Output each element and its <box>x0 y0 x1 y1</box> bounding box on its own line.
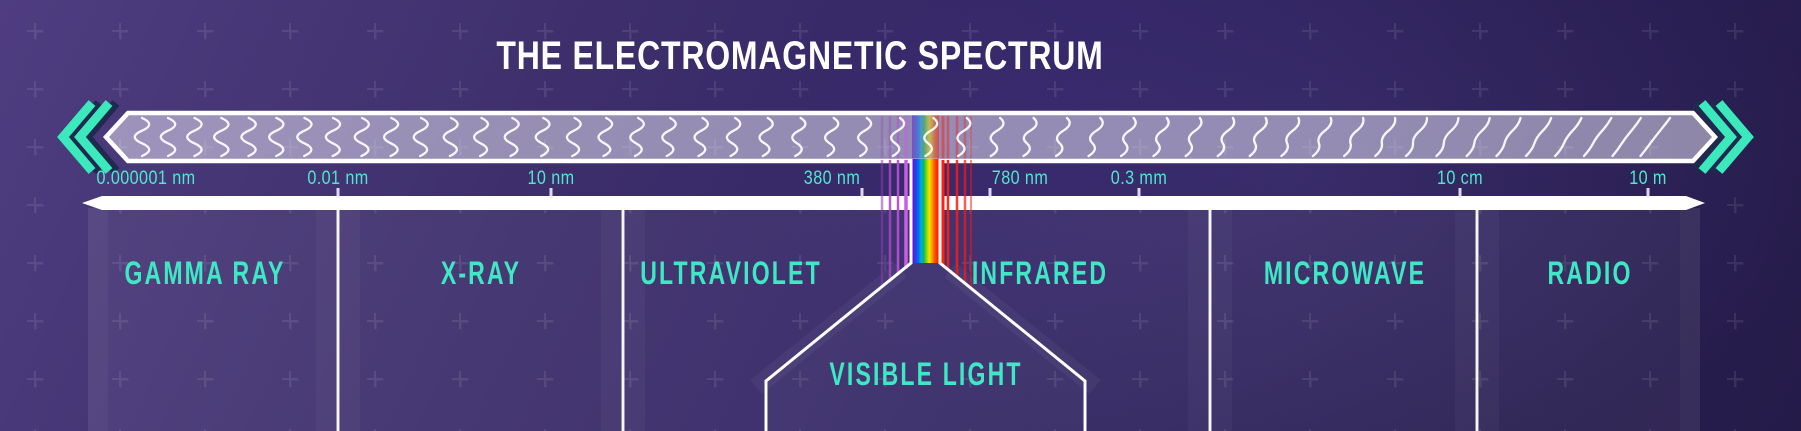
rainbow-column <box>912 159 939 263</box>
page-title: THE ELECTROMAGNETIC SPECTRUM <box>496 34 1104 78</box>
band-label-x-ray: X-RAY <box>440 255 522 291</box>
spectrum-bar-fill <box>106 113 1715 161</box>
scale-label-10nm: 10 nm <box>527 168 575 189</box>
visible-light-funnel-fill <box>768 263 1083 431</box>
band-label-visible-light: VISIBLE LIGHT <box>829 356 1023 392</box>
wavelength-axis <box>82 196 1705 210</box>
band-label-infrared: INFRARED <box>971 255 1109 291</box>
rainbow-in-bar <box>912 115 939 160</box>
band-panel-microwave <box>1212 208 1475 431</box>
band-panel-x-ray <box>340 208 621 431</box>
band-label-gamma-ray: GAMMA RAY <box>124 255 286 291</box>
band-label-radio: RADIO <box>1547 255 1633 291</box>
band-dividers <box>336 208 1479 431</box>
wave-pattern <box>133 116 1672 158</box>
scale-label-780nm: 780 nm <box>991 168 1049 189</box>
spectrum-bar <box>102 110 1719 164</box>
double-chevron-left-icon <box>57 100 120 174</box>
scale-label-10cm: 10 cm <box>1436 168 1484 189</box>
spectrum-bar-border <box>102 110 1719 164</box>
band-label-microwave: MICROWAVE <box>1263 255 1427 291</box>
scale-label-0-3mm: 0.3 mm <box>1110 168 1168 189</box>
band-panel-infrared <box>942 208 1208 431</box>
band-panel-gamma-ray <box>88 208 336 431</box>
axis-ticks <box>336 188 1650 198</box>
scale-label-0-01nm: 0.01 nm <box>307 168 369 189</box>
band-panel-ultraviolet <box>625 208 909 431</box>
scale-label-380nm: 380 nm <box>803 168 861 189</box>
scale-label-0-000001nm: 0.000001 nm <box>96 168 196 189</box>
scale-label-10m: 10 m <box>1629 168 1667 189</box>
band-panel-radio <box>1479 208 1700 431</box>
visible-light-funnel-outline <box>764 159 1087 431</box>
double-chevron-right-icon <box>1691 100 1754 174</box>
band-label-ultraviolet: ULTRAVIOLET <box>640 255 822 291</box>
spectral-lines-below-bar <box>880 160 972 288</box>
